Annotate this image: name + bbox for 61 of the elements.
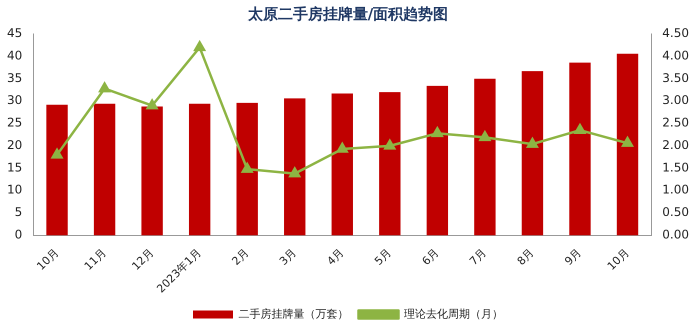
- bar: [474, 78, 496, 236]
- y-tick-label: 45: [6, 26, 22, 40]
- y2-tick-label: 3.00: [662, 93, 689, 108]
- bar: [188, 104, 210, 236]
- y-tick-label: 35: [6, 70, 22, 85]
- x-tick-label: 6月: [420, 246, 442, 268]
- bar: [236, 102, 258, 236]
- point: [51, 148, 63, 159]
- y-tick-label: 5: [14, 205, 22, 220]
- x-tick-label: 3月: [276, 246, 299, 268]
- x-tick-label: 5月: [372, 246, 394, 268]
- y2-tick-label: 0.00: [662, 227, 689, 242]
- point: [526, 138, 538, 148]
- bar: [426, 86, 448, 236]
- y2-tick-label: 3.50: [662, 70, 689, 85]
- y-tick-label: 10: [6, 182, 22, 197]
- point: [146, 99, 158, 110]
- x-tick-label: 2月: [229, 246, 252, 268]
- y-tick-label: 20: [6, 138, 22, 152]
- bar: [332, 94, 353, 236]
- x-tick-label: 9月: [562, 246, 584, 268]
- bar: [522, 71, 544, 236]
- y-tick-label: 30: [6, 93, 22, 108]
- bar: [284, 98, 306, 236]
- point: [574, 124, 586, 134]
- y2-tick-label: 1.50: [662, 160, 689, 174]
- y2-tick-label: 4.00: [662, 48, 689, 62]
- point: [289, 167, 300, 178]
- x-tick-label: 7月: [467, 246, 490, 268]
- point: [622, 136, 634, 147]
- x-tick-label: 8月: [514, 246, 537, 268]
- y-tick-label: 40: [6, 48, 22, 62]
- point: [242, 162, 253, 173]
- x-tick-label: 10月: [34, 246, 62, 273]
- y2-tick-label: 1.00: [662, 182, 689, 197]
- y-tick-label: 25: [6, 116, 22, 130]
- x-tick-label: 11月: [82, 246, 109, 273]
- bar: [379, 92, 401, 236]
- y2-tick-label: 2.00: [662, 138, 689, 152]
- x-tick-label: 12月: [129, 246, 156, 273]
- bar: [616, 54, 638, 236]
- y-tick-label: 0: [14, 227, 22, 242]
- x-tick-label: 4月: [324, 246, 346, 268]
- bar: [569, 62, 591, 236]
- y-tick-label: 15: [6, 160, 22, 174]
- chart-title: 太原二手房挂牌量/面积趋势图: [246, 4, 448, 23]
- x-tick-label: 10月: [604, 246, 632, 273]
- y2-tick-label: 2.50: [662, 116, 689, 130]
- point: [336, 142, 348, 153]
- point: [99, 82, 110, 92]
- y2-tick-label: 4.50: [662, 26, 689, 40]
- legend-label: 二手房挂牌量（万套）: [238, 307, 348, 320]
- point: [479, 131, 490, 142]
- bar: [46, 104, 68, 236]
- y2-tick-label: 0.50: [662, 205, 689, 220]
- bar: [94, 104, 116, 236]
- point: [432, 127, 443, 138]
- bar: [141, 106, 163, 236]
- legend-label: 理论去化周期（月）: [404, 307, 503, 320]
- point: [194, 41, 206, 52]
- point: [384, 140, 396, 150]
